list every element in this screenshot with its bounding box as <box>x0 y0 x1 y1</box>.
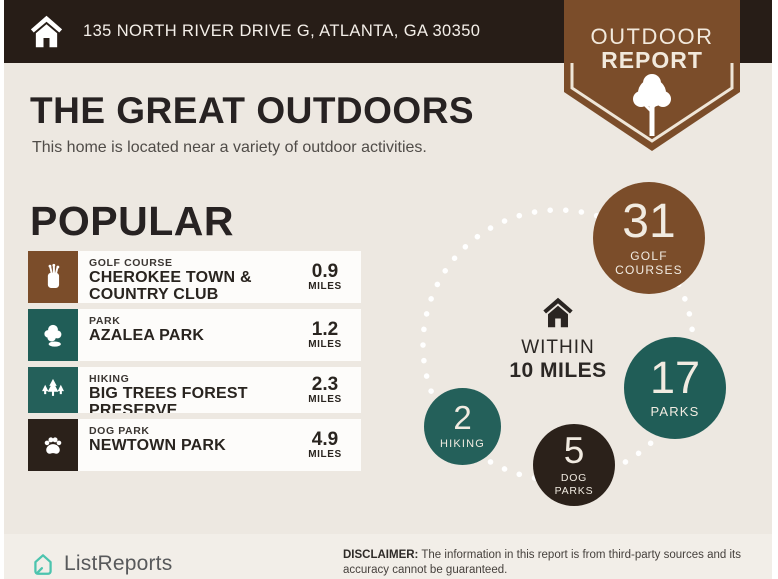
page-title: THE GREAT OUTDOORS <box>30 90 475 131</box>
radius-center-label: WITHIN 10 MILES <box>478 297 638 383</box>
item-distance: 1.2 MILES <box>295 309 361 361</box>
park-iconbox <box>28 309 78 361</box>
golf-bag-icon <box>47 263 60 288</box>
item-name: BIG TREES FOREST PRESERVE <box>89 385 248 413</box>
bubble-golf-courses: 31 GOLF COURSES <box>593 182 705 294</box>
bubble-label: GOLF COURSES <box>615 248 683 277</box>
bubble-parks: 17 PARKS <box>624 337 726 439</box>
distance-value: 1.2 <box>311 319 339 340</box>
popular-heading: POPULAR <box>30 198 234 244</box>
item-name: NEWTOWN PARK <box>89 437 226 454</box>
golf-iconbox <box>28 251 78 303</box>
report-page: 135 NORTH RIVER DRIVE G, ATLANTA, GA 303… <box>4 0 772 579</box>
item-name: CHEROKEE TOWN & COUNTRY CLUB <box>89 269 252 303</box>
home-icon <box>543 297 573 328</box>
item-distance: 4.9 MILES <box>295 419 361 471</box>
item-distance: 2.3 MILES <box>295 367 361 413</box>
bubble-label: HIKING <box>439 437 486 450</box>
disclaimer-label: DISCLAIMER: <box>343 549 419 561</box>
item-info: DOG PARK NEWTOWN PARK <box>78 419 295 471</box>
popular-list: GOLF COURSE CHEROKEE TOWN & COUNTRY CLUB… <box>28 251 361 477</box>
brand-name: ListReports <box>64 552 173 575</box>
badge-line1: OUTDOOR <box>591 24 714 49</box>
tree-icon <box>633 74 671 136</box>
dog-park-iconbox <box>28 419 78 471</box>
distance-unit: MILES <box>308 449 342 460</box>
home-icon <box>30 15 63 48</box>
item-category: HIKING <box>89 373 130 385</box>
distance-unit: MILES <box>308 394 342 405</box>
tree-icon <box>44 324 62 347</box>
paw-icon <box>44 437 62 454</box>
item-category: GOLF COURSE <box>89 257 173 269</box>
disclaimer-body: The information in this report is from t… <box>343 549 741 576</box>
bubble-label: DOG PARKS <box>554 472 594 497</box>
hiking-iconbox <box>28 367 78 413</box>
distance-value: 4.9 <box>311 429 339 450</box>
item-category: PARK <box>89 315 121 327</box>
list-item-hiking: HIKING BIG TREES FOREST PRESERVE 2.3 MIL… <box>28 367 361 413</box>
item-category: DOG PARK <box>89 425 150 437</box>
distance-unit: MILES <box>308 339 342 350</box>
listreports-brand: ListReports <box>30 551 172 577</box>
item-info: HIKING BIG TREES FOREST PRESERVE <box>78 367 295 413</box>
distance-value: 2.3 <box>311 374 339 395</box>
property-address: 135 NORTH RIVER DRIVE G, ATLANTA, GA 303… <box>83 22 481 40</box>
bubble-value: 5 <box>563 430 585 472</box>
item-info: GOLF COURSE CHEROKEE TOWN & COUNTRY CLUB <box>78 251 295 303</box>
badge-line2: REPORT <box>601 47 703 73</box>
outdoor-report-badge: OUTDOOR REPORT <box>564 0 740 151</box>
disclaimer-text: DISCLAIMER: The information in this repo… <box>343 548 753 577</box>
item-name: AZALEA PARK <box>89 327 205 344</box>
bubble-hiking: 2 HIKING <box>424 388 501 465</box>
within-label: WITHIN <box>521 337 595 358</box>
listreports-logo-icon <box>34 554 52 575</box>
list-item-dog-park: DOG PARK NEWTOWN PARK 4.9 MILES <box>28 419 361 471</box>
bubble-value: 31 <box>622 195 676 249</box>
item-distance: 0.9 MILES <box>295 251 361 303</box>
distance-unit: MILES <box>308 281 342 292</box>
bubble-value: 2 <box>453 399 472 437</box>
miles-label: 10 MILES <box>509 359 607 382</box>
bubble-label: PARKS <box>650 403 700 419</box>
item-info: PARK AZALEA PARK <box>78 309 295 361</box>
page-subtitle: This home is located near a variety of o… <box>32 139 427 156</box>
list-item-golf-course: GOLF COURSE CHEROKEE TOWN & COUNTRY CLUB… <box>28 251 361 303</box>
list-item-park: PARK AZALEA PARK 1.2 MILES <box>28 309 361 361</box>
footer-bar <box>4 534 772 579</box>
distance-value: 0.9 <box>311 261 339 282</box>
bubble-dog-parks: 5 DOG PARKS <box>533 424 615 506</box>
bubble-value: 17 <box>649 351 701 403</box>
pine-trees-icon <box>42 378 64 396</box>
